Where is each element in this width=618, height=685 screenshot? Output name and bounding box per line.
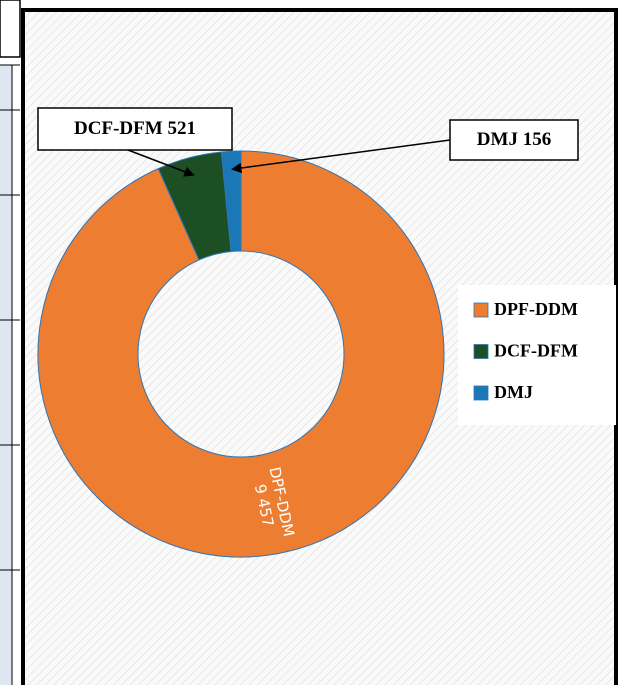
legend-label: DCF-DFM	[494, 341, 578, 361]
callout-box	[449, 119, 579, 161]
callout-label: DMJ 156	[477, 129, 551, 150]
callout-arrow	[231, 139, 451, 174]
callout-name: DMJ	[477, 129, 518, 150]
donut-slice	[220, 150, 242, 253]
legend-swatch	[473, 385, 489, 401]
legend-label: DMJ	[494, 382, 533, 402]
donut-slice	[37, 150, 445, 558]
legend-label: DPF-DDM	[494, 299, 578, 319]
callout-label: DCF-DFM 521	[74, 118, 196, 139]
legend-swatch	[473, 302, 489, 318]
callout-arrow	[127, 149, 195, 177]
callout-value: 521	[167, 118, 196, 139]
side-table	[0, 0, 21, 685]
callout-box	[37, 107, 233, 151]
legend-swatch	[473, 344, 489, 359]
callout-name: DCF-DFM	[74, 118, 163, 139]
callout-value: 156	[523, 129, 552, 150]
